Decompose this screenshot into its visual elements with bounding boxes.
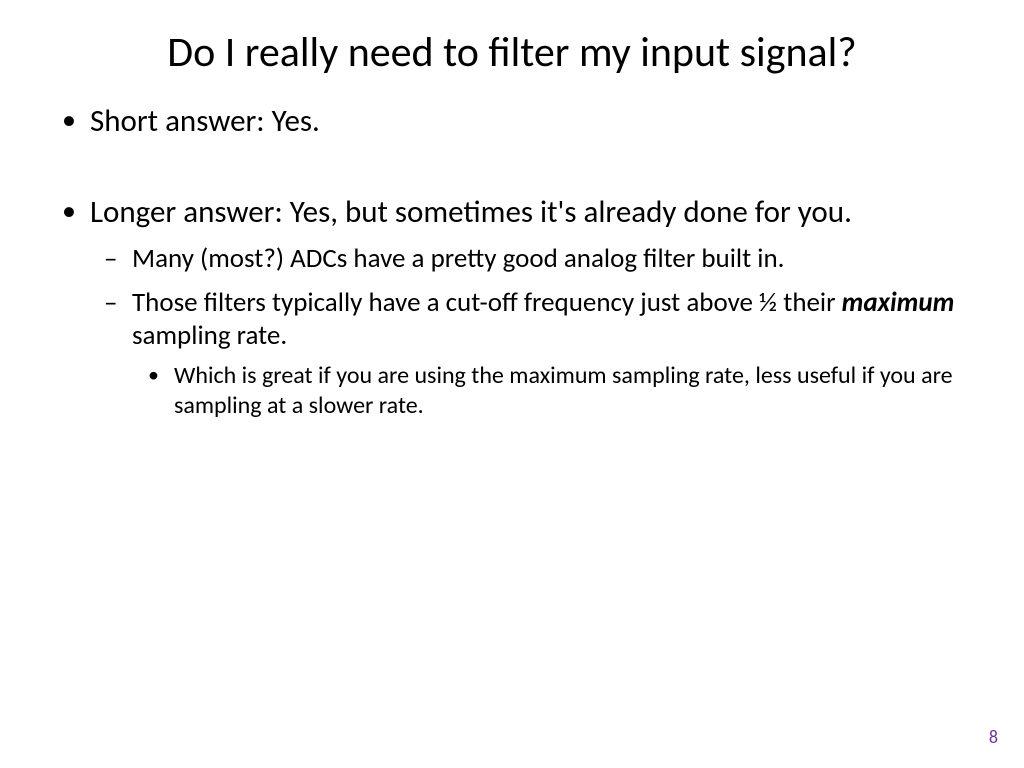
bullet-list-level2: Many (most?) ADCs have a pretty good ana… — [90, 242, 974, 421]
slide-title: Do I really need to filter my input sign… — [50, 28, 974, 78]
bullet-level1-item: Short answer: Yes. — [90, 102, 974, 141]
bullet-text-post: sampling rate. — [132, 319, 287, 352]
bullet-text-pre: Those filters typically have a cut-off f… — [132, 286, 842, 319]
bullet-level3-item: Which is great if you are using the maxi… — [174, 361, 974, 421]
page-number: 8 — [989, 726, 998, 748]
bullet-level1-item: Longer answer: Yes, but sometimes it's a… — [90, 193, 974, 421]
bullet-text: Short answer: Yes. — [90, 102, 320, 140]
bullet-level2-item: Those filters typically have a cut-off f… — [132, 286, 974, 422]
bullet-text: Longer answer: Yes, but sometimes it's a… — [90, 193, 852, 231]
bullet-list-level3: Which is great if you are using the maxi… — [132, 361, 974, 421]
bullet-text-emph: maximum — [842, 286, 955, 319]
slide: Do I really need to filter my input sign… — [0, 0, 1024, 768]
bullet-text: Many (most?) ADCs have a pretty good ana… — [132, 242, 784, 275]
bullet-list-level1: Short answer: Yes. Longer answer: Yes, b… — [50, 102, 974, 421]
bullet-level2-item: Many (most?) ADCs have a pretty good ana… — [132, 242, 974, 276]
bullet-text: Which is great if you are using the maxi… — [174, 361, 953, 420]
